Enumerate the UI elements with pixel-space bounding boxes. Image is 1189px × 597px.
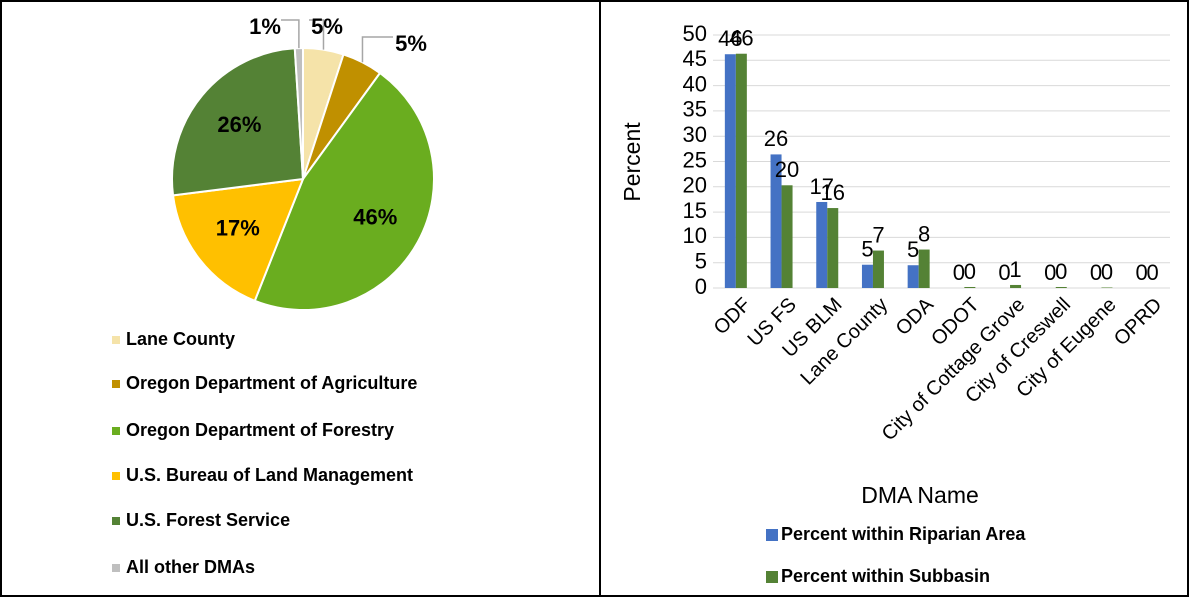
data-label: 0: [1055, 259, 1067, 284]
legend-swatch: [112, 336, 120, 344]
data-label: 0: [1147, 260, 1159, 285]
data-label: 5: [907, 237, 919, 262]
y-tick-label: 40: [683, 71, 707, 96]
data-label: 46%: [353, 205, 397, 230]
bar: [827, 208, 839, 288]
y-axis-title: Percent: [619, 122, 645, 202]
y-tick-label: 10: [683, 223, 707, 248]
bar: [1010, 284, 1022, 288]
data-label: 8: [918, 221, 930, 246]
data-label: 46: [718, 26, 742, 51]
data-label: 17: [810, 174, 834, 199]
x-axis-title: DMA Name: [861, 482, 979, 508]
pie-slice: [253, 71, 435, 311]
legend-label: All other DMAs: [126, 557, 255, 577]
legend-swatch: [766, 529, 778, 541]
legend-label: Oregon Department of Forestry: [126, 420, 394, 440]
pie-slice: [171, 177, 305, 303]
y-tick-label: 5: [695, 249, 707, 274]
y-tick-label: 50: [683, 21, 707, 46]
data-label: 5%: [395, 31, 427, 56]
data-label: 0: [964, 259, 976, 284]
bar: [1055, 286, 1067, 288]
y-tick-label: 0: [695, 274, 707, 299]
bar: [735, 53, 747, 288]
data-label: 5: [861, 237, 873, 262]
legend-swatch: [766, 571, 778, 583]
data-label: 20: [775, 157, 799, 182]
data-label: 0: [998, 260, 1010, 285]
x-tick-label: OPRD: [1110, 294, 1166, 350]
data-label: 1: [1009, 257, 1021, 282]
legend-label: U.S. Bureau of Land Management: [126, 465, 413, 485]
legend-swatch: [112, 427, 120, 435]
data-label: 1%: [249, 14, 281, 39]
legend-swatch: [112, 517, 120, 525]
data-label: 0: [953, 260, 965, 285]
data-label: 0: [1090, 260, 1102, 285]
legend-swatch: [112, 380, 120, 388]
bar: [1101, 287, 1113, 288]
data-label: 7: [872, 222, 884, 247]
data-label: 26: [764, 126, 788, 151]
data-label: 0: [1044, 260, 1056, 285]
y-tick-label: 15: [683, 198, 707, 223]
legend-label: Lane County: [126, 329, 235, 349]
legend-label: U.S. Forest Service: [126, 510, 290, 530]
y-tick-label: 35: [683, 97, 707, 122]
data-label: 0: [1101, 259, 1113, 284]
data-label: 17%: [216, 215, 260, 240]
legend-swatch: [112, 472, 120, 480]
legend-label: Percent within Riparian Area: [781, 524, 1026, 544]
bar: [724, 54, 736, 289]
legend-label: Oregon Department of Agriculture: [126, 373, 417, 393]
bar: [816, 201, 828, 288]
data-label: 16: [821, 180, 845, 205]
leader-line: [361, 36, 393, 63]
y-tick-label: 45: [683, 46, 707, 71]
legend-label: Percent within Subbasin: [781, 566, 990, 586]
data-label: 26%: [217, 112, 261, 137]
y-tick-label: 30: [683, 122, 707, 147]
bar: [861, 264, 873, 288]
leader-line: [281, 19, 300, 49]
y-tick-label: 20: [683, 173, 707, 198]
bar: [918, 249, 930, 288]
y-tick-label: 25: [683, 147, 707, 172]
legend-swatch: [112, 564, 120, 572]
data-label: 0: [1136, 260, 1148, 285]
bar: [872, 250, 884, 288]
pie-slice: [171, 47, 305, 197]
bar: [964, 286, 976, 288]
bar: [781, 185, 793, 288]
data-label: 46: [729, 26, 753, 51]
data-label: 5%: [311, 14, 343, 39]
bar: [770, 154, 782, 288]
bar: [907, 265, 919, 288]
leader-line: [309, 19, 325, 50]
